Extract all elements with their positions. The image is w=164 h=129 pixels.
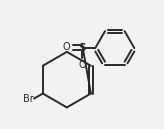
Text: O: O — [62, 42, 70, 53]
Text: O: O — [78, 60, 86, 70]
Text: Br: Br — [23, 94, 33, 104]
Text: S: S — [78, 43, 86, 53]
